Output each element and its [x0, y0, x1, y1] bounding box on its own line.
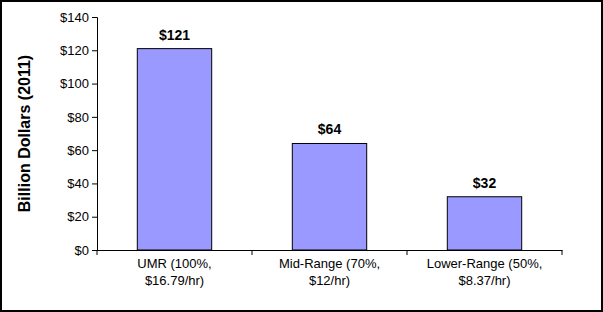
- y-tick-mark: [92, 150, 97, 151]
- y-axis: $0 $20 $40 $60 $80 $100 $120 $140: [60, 10, 97, 258]
- category-divider: [407, 250, 408, 255]
- x-tick: UMR (100%, $16.79/hr): [137, 256, 211, 287]
- x-tick-label: Lower-Range (50%, $8.37/hr): [427, 256, 543, 287]
- y-tick-mark: [92, 250, 97, 251]
- category-divider: [562, 250, 563, 255]
- x-tick: Mid-Range (70%, $12/hr): [279, 256, 380, 287]
- y-tick-mark: [92, 84, 97, 85]
- y-tick: $100: [60, 76, 97, 91]
- y-tick-label: $60: [67, 143, 89, 158]
- data-label: $32: [473, 175, 497, 191]
- bar: [137, 49, 211, 250]
- y-tick: $0: [75, 243, 97, 258]
- x-tick-label: UMR (100%, $16.79/hr): [137, 256, 211, 287]
- y-tick-label: $80: [67, 110, 89, 125]
- x-tick-label-line: $8.37/hr): [458, 273, 510, 288]
- y-axis-line: [92, 18, 98, 251]
- chart: $0 $20 $40 $60 $80 $100 $120 $140 UMR (100%, $16.…: [0, 0, 603, 312]
- x-axis: UMR (100%, $16.79/hr) Mid-Range (70%, $12/h…: [98, 251, 563, 288]
- y-tick-mark: [92, 50, 97, 51]
- y-tick: $140: [60, 10, 97, 25]
- x-tick-label-line: UMR (100%,: [137, 256, 211, 271]
- y-tick-label: $140: [60, 10, 89, 25]
- y-tick-mark: [92, 117, 97, 118]
- category-divider: [252, 250, 253, 255]
- y-tick: $60: [67, 143, 97, 158]
- x-tick-label-line: Lower-Range (50%,: [427, 256, 543, 271]
- y-tick: $20: [67, 209, 97, 224]
- x-axis-line: [98, 250, 563, 251]
- y-tick-label: $100: [60, 76, 89, 91]
- y-tick-mark: [92, 17, 97, 18]
- y-tick: $80: [67, 110, 97, 125]
- y-tick-mark: [92, 217, 97, 218]
- bar: [292, 143, 366, 250]
- y-tick-label: $120: [60, 43, 89, 58]
- category-divider: [97, 250, 98, 255]
- y-tick: $120: [60, 43, 97, 58]
- x-tick-label-line: $12/hr): [309, 273, 350, 288]
- data-label: $121: [159, 27, 190, 43]
- x-tick-label: Mid-Range (70%, $12/hr): [279, 256, 380, 287]
- y-tick-label: $40: [67, 176, 89, 191]
- chart-border: [1, 1, 602, 311]
- x-tick-label-line: Mid-Range (70%,: [279, 256, 380, 271]
- bar: [447, 197, 521, 250]
- data-labels: $121 $64 $32: [159, 27, 496, 191]
- x-tick-label-line: $16.79/hr): [145, 273, 204, 288]
- y-tick: $40: [67, 176, 97, 191]
- x-tick: Lower-Range (50%, $8.37/hr): [427, 256, 543, 287]
- y-tick-label: $20: [67, 209, 89, 224]
- y-axis-title: Billion Dollars (2011): [16, 55, 33, 212]
- data-label: $64: [318, 121, 342, 137]
- y-tick-label: $0: [75, 243, 89, 258]
- bars: [137, 49, 521, 250]
- y-tick-mark: [92, 183, 97, 184]
